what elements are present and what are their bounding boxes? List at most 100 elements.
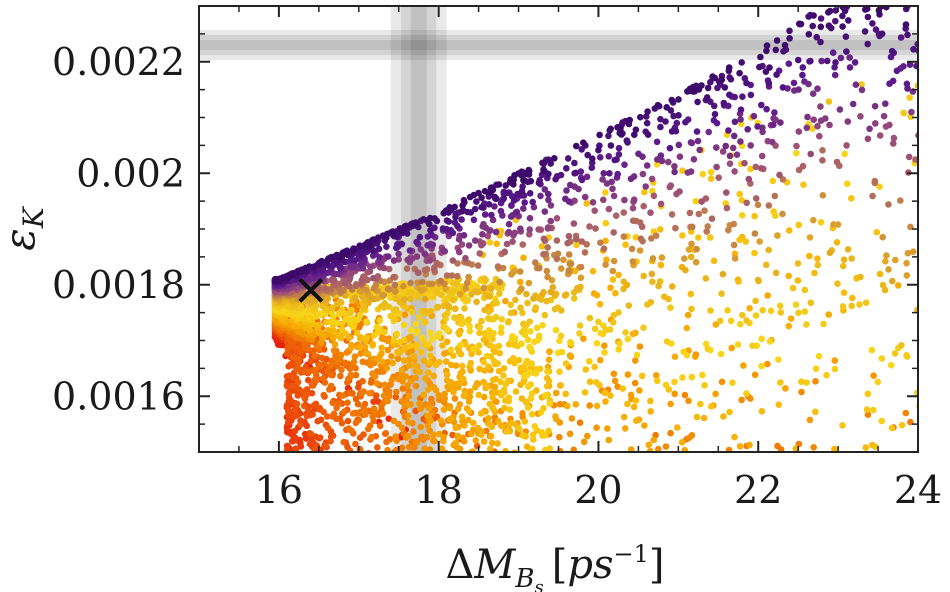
scatter-point [749,342,756,350]
scatter-point [424,422,432,430]
scatter-point [775,356,782,363]
scatter-point [445,218,453,225]
scatter-point [605,436,613,444]
scatter-point [308,389,316,397]
scatter-point [671,163,678,170]
scatter-point [607,392,614,399]
scatter-point [572,169,580,177]
scatter-point [310,402,318,409]
scatter-point [662,443,670,450]
scatter-point [725,64,733,71]
horizontal-band-2 [199,29,918,61]
scatter-point [481,306,488,314]
scatter-point [553,215,561,222]
scatter-point [731,433,738,441]
scatter-point [839,262,847,270]
scatter-point [473,198,480,205]
scatter-point [557,332,565,340]
scatter-point [713,144,720,151]
scatter-point [616,340,623,348]
scatter-point [840,6,847,12]
scatter-point [272,275,280,283]
scatter-point [573,142,580,150]
scatter-point [676,153,684,160]
scatter-point [442,207,450,214]
scatter-point [344,399,351,407]
scatter-point [754,276,762,284]
scatter-point [407,334,415,342]
scatter-point [520,177,527,184]
scatter-point [340,438,348,446]
scatter-point [801,308,809,315]
scatter-point [419,334,426,341]
scatter-point [471,205,479,213]
scatter-point [844,118,852,125]
scatter-point [484,232,492,240]
scatter-point [822,115,829,122]
scatter-point [419,433,426,441]
scatter-point [882,100,889,107]
scatter-point [480,438,488,445]
scatter-point [743,79,750,87]
scatter-point [880,112,888,120]
scatter-point [508,336,516,344]
scatter-point [728,344,735,352]
scatter-point [871,179,879,187]
scatter-point [809,90,817,97]
scatter-point [449,257,457,264]
scatter-point [746,441,753,449]
scatter-point [495,342,503,350]
scatter-point [848,195,855,202]
scatter-point [584,432,591,440]
scatter-point [744,126,751,133]
scatter-point [910,46,917,53]
scatter-point [737,106,745,113]
scatter-point [839,422,846,429]
scatter-point [287,361,294,368]
scatter-point [543,267,551,275]
scatter-point [347,309,355,317]
scatter-point [794,277,802,284]
scatter-point [311,352,319,360]
scatter-point [352,371,360,379]
scatter-point [407,342,414,350]
scatter-point [458,375,465,382]
scatter-point [866,125,873,133]
scatter-point [864,390,872,398]
scatter-point [522,452,529,459]
scatter-point [526,190,534,197]
scatter-point [795,221,802,229]
scatter-point [621,425,629,432]
scatter-point [861,28,869,35]
scatter-point [777,379,784,386]
scatter-point [413,222,421,229]
scatter-point [658,254,666,261]
scatter-point [904,249,912,257]
scatter-point [727,317,735,325]
scatter-point [503,428,510,435]
scatter-point [571,159,578,167]
scatter-point [329,304,336,312]
scatter-point [770,115,777,122]
scatter-point [481,211,489,218]
scatter-point [707,307,714,314]
scatter-point [327,382,335,390]
scatter-point [410,353,418,361]
scatter-point [660,293,668,301]
scatter-point [817,38,824,46]
scatter-point [665,158,672,166]
scatter-point [605,153,613,160]
scatter-point [454,272,461,280]
scatter-point [426,359,433,367]
scatter-point [489,216,497,224]
scatter-point [912,156,918,163]
scatter-point [751,230,759,237]
scatter-point [676,188,683,195]
scatter-point [641,188,648,196]
scatter-point [289,353,297,361]
scatter-point [446,415,454,423]
scatter-point [858,86,866,94]
scatter-point [612,212,620,219]
scatter-point [707,175,715,182]
scatter-point [307,357,315,365]
